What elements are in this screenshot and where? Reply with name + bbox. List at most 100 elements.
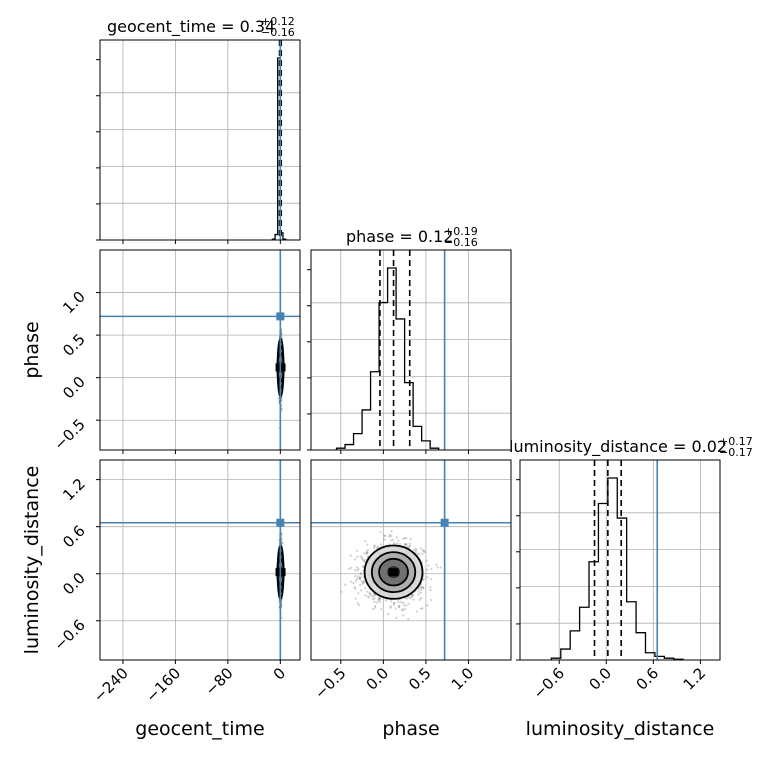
y-axis-label-phase: phase <box>21 321 43 378</box>
sample-point <box>367 596 370 599</box>
sample-point <box>390 530 393 533</box>
sample-point <box>405 544 408 547</box>
sample-point <box>418 598 421 601</box>
y-tick-label: 1.0 <box>59 288 89 318</box>
sample-point <box>366 595 369 598</box>
sample-point <box>373 545 376 548</box>
sample-point <box>426 568 429 571</box>
sample-point <box>280 541 283 544</box>
sample-point <box>415 548 418 551</box>
sample-point <box>422 578 425 581</box>
sample-point <box>373 544 376 547</box>
sample-point <box>383 538 386 541</box>
x-tick-label: 0 <box>270 664 289 683</box>
y-tick-label: 1.2 <box>59 475 89 505</box>
sample-point <box>354 597 357 600</box>
sample-point <box>397 539 400 542</box>
sample-point <box>357 592 360 595</box>
title-minus: −0.16 <box>444 236 478 249</box>
title-minus: −0.17 <box>719 446 753 459</box>
sample-point <box>403 536 406 540</box>
sample-point <box>407 545 411 548</box>
sample-point <box>421 586 425 589</box>
sample-point <box>371 595 374 598</box>
sample-point <box>379 598 382 601</box>
density-peak <box>388 568 399 577</box>
sample-point <box>403 608 406 611</box>
x-tick-label: 1.0 <box>448 664 478 694</box>
sample-point <box>410 594 413 597</box>
sample-point <box>395 542 399 545</box>
title-plus: +0.17 <box>719 435 753 448</box>
sample-point <box>384 534 387 538</box>
sample-point <box>427 564 430 567</box>
sample-point <box>422 586 425 590</box>
sample-point <box>376 546 379 549</box>
sample-point <box>392 603 395 607</box>
sample-point <box>426 604 429 607</box>
sample-point <box>360 556 363 559</box>
sample-point <box>361 582 364 586</box>
sample-point <box>369 592 372 595</box>
sample-point <box>352 581 355 585</box>
sample-point <box>364 594 367 597</box>
sample-point <box>421 553 424 556</box>
sample-point <box>354 568 357 572</box>
sample-point <box>364 558 367 561</box>
sample-point <box>344 583 347 586</box>
sample-point <box>408 542 412 545</box>
sample-point <box>354 558 357 561</box>
sample-point <box>417 590 420 593</box>
sample-point <box>362 559 365 562</box>
sample-point <box>429 586 432 589</box>
sample-point <box>366 543 369 546</box>
sample-point <box>393 541 396 545</box>
sample-point <box>358 577 361 580</box>
sample-point <box>377 598 380 601</box>
sample-point <box>277 396 280 400</box>
sample-point <box>354 587 357 590</box>
sample-point <box>389 605 392 608</box>
truth-marker <box>276 312 285 321</box>
sample-point <box>378 597 381 600</box>
sample-point <box>423 551 426 554</box>
sample-point <box>402 614 405 617</box>
sample-point <box>417 587 420 590</box>
sample-point <box>358 576 361 580</box>
sample-point <box>395 536 398 539</box>
sample-point <box>377 599 380 602</box>
sample-point <box>379 531 382 534</box>
panel-luminosity_distance-vs-phase: −0.5 0.0 0.5 1.0 <box>310 459 512 703</box>
sample-point <box>415 551 418 554</box>
title-geocent_time: geocent_time = 0.34+0.12−0.16 <box>107 15 295 39</box>
x-tick-label: −240 <box>90 664 132 706</box>
sample-point <box>397 601 400 604</box>
sample-point <box>417 593 420 596</box>
title-phase: phase = 0.12+0.19−0.16 <box>346 225 478 249</box>
x-tick-label: 0.0 <box>363 664 393 694</box>
sample-point <box>356 575 360 578</box>
sample-point <box>420 585 423 588</box>
x-tick-label: 1.2 <box>680 664 710 694</box>
x-axis-label-geocent_time: geocent_time <box>135 718 264 740</box>
sample-point <box>373 600 376 603</box>
panel-frame <box>99 249 301 451</box>
sample-point <box>405 604 408 607</box>
sample-point <box>419 597 423 600</box>
sample-point <box>401 608 404 611</box>
sample-point <box>390 534 393 538</box>
sample-point <box>403 604 406 607</box>
sample-point <box>409 538 412 541</box>
sample-point <box>354 580 358 583</box>
sample-point <box>391 538 395 541</box>
sample-point <box>398 542 402 545</box>
sample-point <box>418 552 421 555</box>
title-minus: −0.16 <box>261 26 295 39</box>
x-axis-label-luminosity_distance: luminosity_distance <box>526 718 715 740</box>
sample-point <box>439 566 442 569</box>
sample-point <box>407 617 410 621</box>
panel-phase-vs-geocent_time: −0.50.00.51.0 <box>50 249 301 454</box>
sample-point <box>420 607 423 610</box>
sample-point <box>379 600 382 603</box>
sample-point <box>393 601 396 605</box>
